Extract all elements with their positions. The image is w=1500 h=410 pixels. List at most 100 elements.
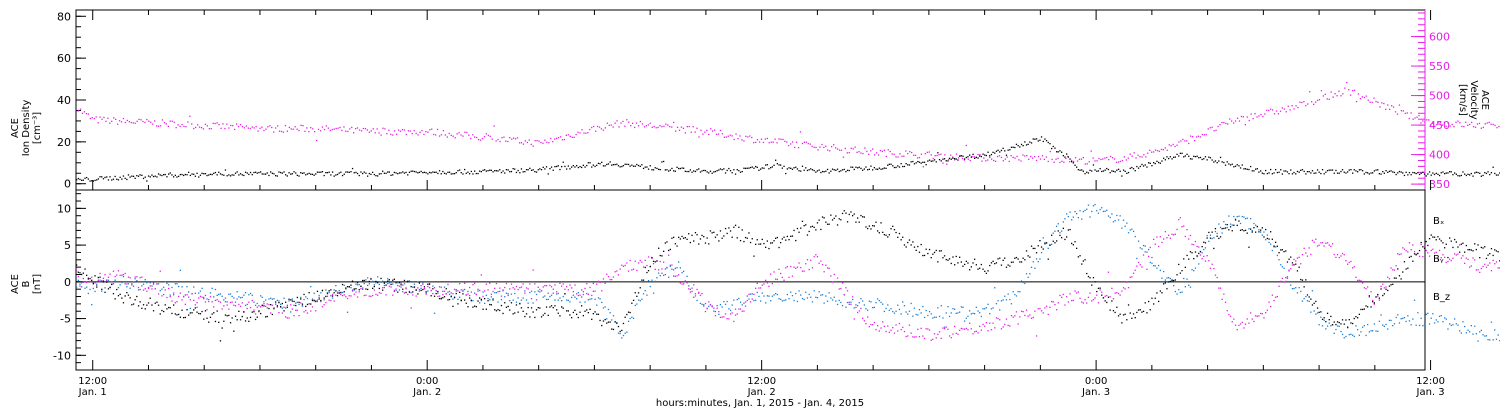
velocity-series-point — [1490, 123, 1492, 125]
bz-series-point — [758, 287, 760, 289]
bx-series-point — [201, 310, 203, 313]
bz-series-point — [748, 293, 750, 295]
density-series-point — [1111, 170, 1113, 172]
velocity-series-point — [392, 134, 394, 136]
by-series-point — [1474, 325, 1476, 327]
bz-series-point — [694, 295, 697, 297]
density-series-point — [898, 166, 901, 168]
by-series-point — [194, 292, 196, 294]
by-series-point — [82, 281, 84, 283]
density-series-point — [1106, 167, 1108, 170]
velocity-series-point — [1281, 107, 1283, 109]
density-series-point — [559, 168, 561, 171]
velocity-series-point — [821, 143, 823, 146]
by-series-point — [1422, 325, 1424, 327]
by-series-point — [1283, 267, 1285, 269]
velocity-series-point — [255, 126, 257, 128]
bz-series-point — [1049, 306, 1051, 308]
by-series-point — [773, 294, 775, 296]
by-series-point — [1087, 204, 1090, 206]
density-series-point — [561, 166, 563, 168]
density-series-point — [81, 179, 83, 181]
bz-series-point — [203, 298, 205, 300]
bz-series-point — [1373, 303, 1375, 305]
bx-series-point — [532, 311, 534, 313]
density-series-point — [1343, 171, 1345, 173]
velocity-series-point — [624, 125, 626, 127]
density-series-point — [867, 169, 869, 171]
density-series-point — [1142, 165, 1145, 167]
bz-series-point — [1410, 249, 1412, 251]
density-series-point — [358, 174, 360, 177]
velocity-series-point — [230, 124, 232, 127]
by-series-point — [872, 307, 874, 309]
velocity-series-point — [1408, 117, 1410, 120]
by-series-point — [1418, 324, 1421, 327]
bx-series-point — [152, 310, 155, 312]
bz-series-point — [567, 289, 569, 291]
velocity-series-point — [673, 121, 675, 124]
bz-series-point — [1400, 253, 1402, 255]
velocity-series-point — [612, 126, 614, 128]
bz-series-point — [878, 330, 880, 332]
bz-series-point — [494, 287, 496, 289]
bz-series-point — [1380, 285, 1382, 287]
bx-series-point — [438, 298, 441, 300]
bx-series-point — [89, 278, 91, 280]
bx-series-point — [331, 295, 334, 297]
velocity-series-point — [1213, 130, 1215, 132]
bz-series-point — [1005, 318, 1008, 320]
velocity-series-point — [380, 134, 382, 136]
bz-series-point — [1430, 249, 1432, 252]
velocity-series-point — [362, 127, 365, 130]
velocity-series-point — [458, 132, 460, 134]
density-series-point — [913, 163, 916, 165]
velocity-series-point — [954, 159, 956, 161]
velocity-series-point — [1330, 91, 1332, 93]
bz-series-point — [333, 300, 335, 302]
by-series-point — [1181, 291, 1183, 293]
bx-series-point — [490, 304, 492, 306]
bz-series-point — [552, 288, 554, 290]
velocity-series-point — [1426, 119, 1428, 121]
bz-series-point — [1233, 318, 1235, 320]
by-series-point — [1433, 322, 1436, 324]
by-series-point — [908, 310, 911, 312]
bz-series-point — [129, 277, 131, 279]
by-series-point — [1156, 267, 1158, 269]
bx-series-point — [428, 283, 431, 285]
density-series-point — [1216, 162, 1218, 164]
bz-series-point — [872, 324, 874, 326]
bz-series-point — [260, 306, 262, 308]
by-series-point — [970, 313, 972, 315]
velocity-series-point — [957, 157, 960, 159]
density-series-point — [194, 175, 196, 177]
bz-series-point — [606, 273, 608, 275]
velocity-series-point — [729, 134, 731, 136]
density-series-point — [611, 164, 613, 166]
bz-series-point — [883, 325, 885, 327]
by-series-point — [1377, 330, 1379, 332]
by-series-point — [1495, 338, 1498, 340]
density-series-point — [1126, 172, 1128, 174]
bz-series-point — [373, 289, 375, 291]
bz-series-point — [728, 318, 730, 320]
density-series-point — [338, 172, 340, 174]
by-series-point — [119, 284, 121, 286]
bx-series-point — [504, 302, 506, 304]
by-series-point — [1074, 211, 1076, 213]
velocity-series-point — [214, 122, 216, 125]
velocity-series-point — [1291, 105, 1293, 107]
bx-series-point — [194, 307, 196, 309]
density-series-point — [380, 173, 382, 175]
bz-series-point — [1101, 291, 1103, 293]
by-series-point — [203, 296, 205, 299]
by-series-point — [823, 302, 825, 304]
bz-series-point — [838, 288, 840, 290]
velocity-series-point — [1211, 126, 1213, 128]
bz-series-point — [975, 330, 977, 332]
bz-series-point — [295, 309, 297, 311]
bx-series-point — [469, 297, 471, 299]
bz-series-point — [853, 318, 855, 320]
bx-series-point — [298, 301, 300, 303]
